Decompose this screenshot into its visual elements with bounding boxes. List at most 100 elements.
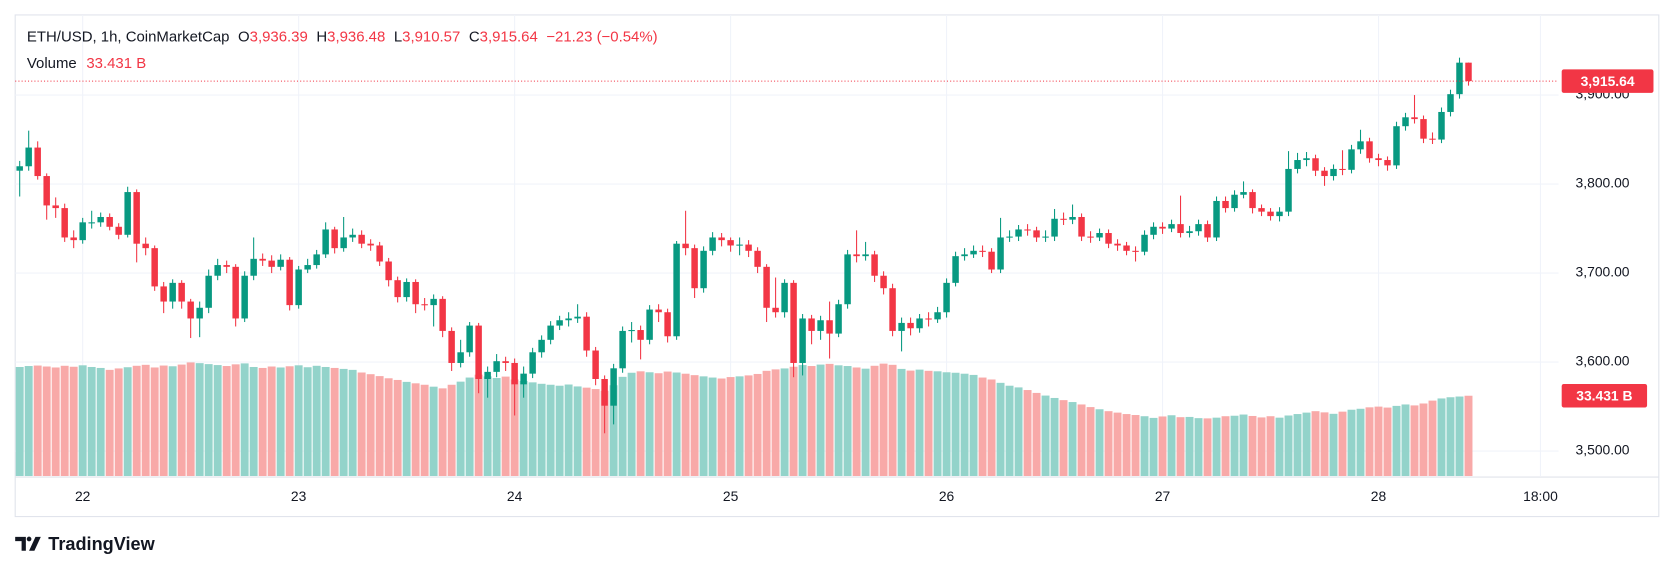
candle-body	[646, 309, 653, 340]
volume-bar	[1392, 405, 1401, 477]
volume-bar	[1005, 385, 1014, 477]
volume-bar	[843, 366, 852, 477]
volume-bar	[213, 365, 222, 477]
volume-bar	[1257, 417, 1266, 477]
volume-bar	[1365, 407, 1374, 477]
volume-bar	[447, 384, 456, 477]
volume-badge-label: 33.431 B	[1576, 387, 1632, 403]
volume-bar	[537, 383, 546, 477]
volume-bar	[645, 372, 654, 477]
volume-bar	[1041, 395, 1050, 477]
y-tick-label: 3,800.00	[1576, 175, 1630, 191]
volume-bar	[636, 371, 645, 477]
candle-body	[25, 147, 32, 167]
ohlc-key: L	[394, 28, 402, 45]
candle-body	[1222, 200, 1229, 209]
candle-body	[439, 298, 446, 331]
candle-body	[277, 259, 284, 267]
candle-body	[457, 352, 464, 363]
candle-body	[178, 282, 185, 302]
candle-body	[250, 258, 257, 276]
volume-bar	[582, 387, 591, 477]
candle-body	[520, 373, 527, 385]
volume-bar	[1086, 407, 1095, 477]
volume-bar	[960, 373, 969, 477]
volume-bar	[1221, 416, 1230, 477]
candle-body	[754, 250, 761, 267]
y-tick-label: 3,600.00	[1576, 353, 1630, 369]
candle-body	[1411, 117, 1418, 120]
volume-bar	[1428, 400, 1437, 477]
volume-bar	[150, 367, 159, 477]
candle-body	[1447, 94, 1454, 112]
volume-bar	[1275, 417, 1284, 477]
candle-body	[241, 275, 248, 319]
volume-bar	[1095, 409, 1104, 477]
candle-body	[1429, 138, 1436, 140]
volume-bar	[1113, 412, 1122, 477]
candle-body	[556, 320, 563, 326]
volume-bar	[411, 383, 420, 477]
candle-body	[1402, 117, 1409, 127]
candle-body	[61, 208, 68, 238]
volume-bar	[501, 376, 510, 477]
candle-body	[628, 330, 635, 332]
volume-bar	[807, 366, 816, 477]
volume-bar	[249, 366, 258, 477]
candle-body	[826, 320, 833, 334]
candle-body	[124, 192, 131, 235]
candle-body	[745, 244, 752, 251]
candle-body	[700, 250, 707, 289]
volume-bar	[492, 378, 501, 477]
candle-body	[16, 166, 23, 171]
candle-body	[682, 243, 689, 249]
x-tick-label: 26	[939, 488, 955, 504]
volume-bar	[1266, 416, 1275, 477]
volume-bar	[699, 376, 708, 477]
candle-body	[835, 304, 842, 334]
volume-bar	[1248, 415, 1257, 477]
candle-body	[1285, 168, 1292, 212]
candle-body	[934, 312, 941, 320]
candle-body	[664, 312, 671, 337]
candle-body	[1303, 158, 1310, 161]
volume-bar	[1311, 411, 1320, 477]
candle-body	[322, 229, 329, 255]
candle-body	[70, 237, 77, 241]
ohlc-key: H	[316, 28, 327, 45]
ohlc-value: 3,936.39	[250, 28, 308, 45]
candle-body	[403, 281, 410, 298]
volume-bar	[474, 374, 483, 477]
candle-body	[97, 216, 104, 223]
candle-body	[448, 330, 455, 363]
candle-body	[1231, 194, 1238, 209]
candle-body	[979, 250, 986, 252]
candle-body	[331, 229, 338, 249]
volume-bar	[852, 367, 861, 477]
volume-bar	[321, 366, 330, 477]
volume-bar	[312, 365, 321, 477]
volume-bar	[1464, 395, 1473, 477]
candle-body	[673, 243, 680, 337]
volume-bar	[1104, 411, 1113, 477]
volume-bar	[123, 367, 132, 477]
candle-body	[205, 275, 212, 308]
volume-bar	[1338, 411, 1347, 477]
volume-bar	[168, 366, 177, 477]
volume-label: Volume	[27, 55, 77, 72]
candle-body	[1051, 218, 1058, 237]
candle-body	[1294, 160, 1301, 169]
candle-body	[1195, 224, 1202, 232]
volume-bar	[375, 376, 384, 477]
candle-body	[1141, 234, 1148, 252]
candle-body	[1267, 211, 1274, 217]
candle-body	[232, 266, 239, 319]
candle-body	[988, 251, 995, 270]
volume-bar	[222, 366, 231, 477]
volume-bar	[1068, 402, 1077, 477]
volume-bar	[15, 366, 24, 477]
candle-body	[34, 147, 41, 177]
volume-bar	[357, 372, 366, 477]
volume-bar	[267, 366, 276, 477]
volume-bar	[339, 368, 348, 477]
